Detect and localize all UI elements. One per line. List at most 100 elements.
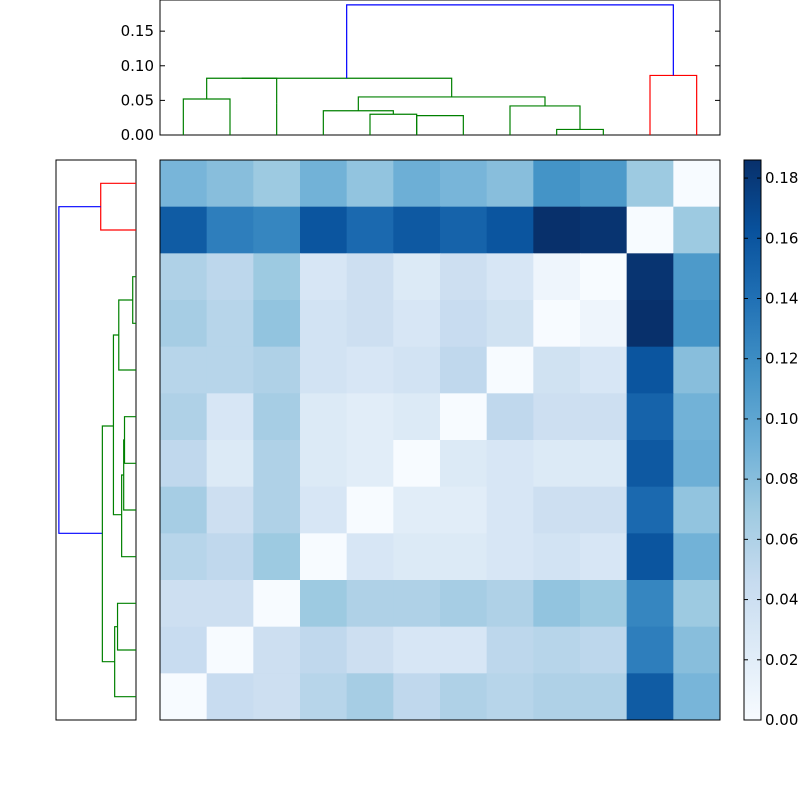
- heatmap-cell: [300, 300, 348, 348]
- heatmap-cell: [206, 580, 254, 628]
- heatmap-cell: [253, 673, 301, 721]
- heatmap-cell: [486, 626, 534, 674]
- colorbar-tick-label: 0.08: [765, 470, 798, 488]
- heatmap-cell: [160, 440, 208, 488]
- heatmap-cell: [580, 626, 628, 674]
- top-dendrogram-tick-label: 0.10: [121, 57, 154, 75]
- heatmap-cell: [160, 206, 208, 254]
- heatmap-cell: [253, 206, 301, 254]
- left-dendrogram-link: [121, 474, 136, 558]
- heatmap-cell: [160, 533, 208, 581]
- heatmap-cell: [673, 346, 721, 394]
- heatmap-cell: [580, 206, 628, 254]
- heatmap-cell: [440, 673, 488, 721]
- heatmap-cell: [440, 486, 488, 534]
- heatmap-cell: [160, 346, 208, 394]
- heatmap-cell: [206, 253, 254, 301]
- heatmap-cell: [440, 160, 488, 208]
- heatmap-cell: [346, 440, 394, 488]
- heatmap-cell: [626, 346, 674, 394]
- heatmap-cell: [486, 393, 534, 441]
- heatmap-cell: [673, 206, 721, 254]
- heatmap-cell: [486, 440, 534, 488]
- heatmap-cell: [300, 393, 348, 441]
- heatmap-cell: [486, 346, 534, 394]
- heatmap-cell: [626, 580, 674, 628]
- heatmap-cell: [346, 626, 394, 674]
- heatmap-cell: [673, 486, 721, 534]
- heatmap-cell: [486, 580, 534, 628]
- heatmap-cell: [673, 580, 721, 628]
- heatmap-cell: [486, 160, 534, 208]
- heatmap-cell: [393, 626, 441, 674]
- left-dendrogram-frame: [55, 159, 137, 721]
- heatmap-cell: [300, 626, 348, 674]
- heatmap-cell: [626, 393, 674, 441]
- colorbar: 0.00 0.02 0.04 0.06 0.08 0.10 0.12 0.14 0.16 0.18: [743, 159, 798, 729]
- heatmap-cell: [393, 393, 441, 441]
- heatmap-cell: [580, 393, 628, 441]
- heatmap-cell: [533, 393, 581, 441]
- heatmap-cell: [626, 300, 674, 348]
- colorbar-tick-label: 0.12: [765, 350, 798, 368]
- heatmap-cell: [486, 486, 534, 534]
- top-dendrogram-link: [416, 115, 464, 135]
- heatmap-cell: [253, 346, 301, 394]
- heatmap-cell: [206, 440, 254, 488]
- heatmap-cell: [253, 486, 301, 534]
- heatmap-cell: [346, 580, 394, 628]
- heatmap-cell: [533, 160, 581, 208]
- heatmap-cell: [673, 393, 721, 441]
- left-dendrogram-links: [58, 182, 136, 698]
- heatmap-cell: [580, 346, 628, 394]
- top-dendrogram-frame: [159, 0, 721, 136]
- heatmap-cell: [346, 393, 394, 441]
- heatmap-cell: [673, 533, 721, 581]
- heatmap-cell: [206, 160, 254, 208]
- heatmap-cell: [346, 486, 394, 534]
- heatmap-cell: [440, 626, 488, 674]
- heatmap-cell: [300, 533, 348, 581]
- colorbar-tick-label: 0.04: [765, 591, 798, 609]
- left-dendrogram-link: [112, 334, 122, 516]
- heatmap-cell: [673, 440, 721, 488]
- colorbar-gradient: [743, 159, 762, 721]
- heatmap-cell: [533, 346, 581, 394]
- heatmap-cell: [206, 626, 254, 674]
- heatmap-cell: [440, 393, 488, 441]
- colorbar-tick-label: 0.16: [765, 229, 798, 247]
- top-dendrogram-link: [206, 77, 278, 104]
- heatmap-frame: [159, 159, 721, 721]
- heatmap-cell: [626, 440, 674, 488]
- heatmap-cell: [440, 206, 488, 254]
- top-dendrogram-link: [241, 77, 453, 97]
- heatmap-cell: [160, 160, 208, 208]
- heatmap-cell: [393, 206, 441, 254]
- top-dendrogram-tick-label: 0.05: [121, 91, 154, 109]
- heatmap-cell: [300, 440, 348, 488]
- heatmap-cell: [346, 673, 394, 721]
- colorbar-tick-label: 0.14: [765, 289, 798, 307]
- heatmap-cell: [160, 673, 208, 721]
- heatmap-cell: [206, 346, 254, 394]
- heatmap-cell: [253, 533, 301, 581]
- heatmap-cell: [206, 300, 254, 348]
- heatmap-cell: [300, 580, 348, 628]
- heatmap-cell: [393, 253, 441, 301]
- heatmap-cell: [533, 440, 581, 488]
- heatmap-cell: [253, 160, 301, 208]
- heatmap-cell: [253, 300, 301, 348]
- heatmap-cell: [626, 486, 674, 534]
- heatmap-cell: [580, 580, 628, 628]
- heatmap-cell: [580, 533, 628, 581]
- heatmap-cell: [393, 673, 441, 721]
- heatmap-cell: [300, 206, 348, 254]
- heatmap-cell: [486, 206, 534, 254]
- heatmap-cell: [346, 300, 394, 348]
- heatmap-cell: [440, 440, 488, 488]
- heatmap-cell: [346, 160, 394, 208]
- top-dendrogram-link: [346, 4, 674, 79]
- heatmap-cell: [533, 206, 581, 254]
- heatmap-cell: [346, 253, 394, 301]
